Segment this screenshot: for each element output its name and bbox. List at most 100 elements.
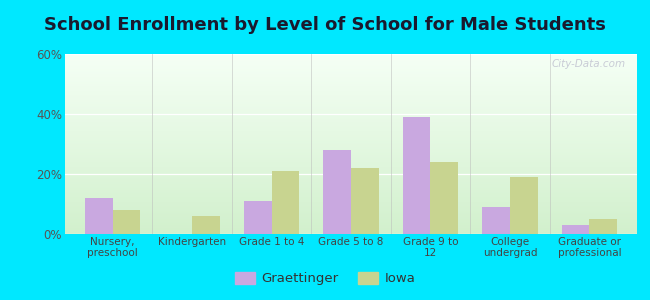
Bar <box>65 147 637 148</box>
Bar <box>65 58 637 59</box>
Bar <box>65 209 637 210</box>
Bar <box>65 97 637 98</box>
Bar <box>590 219 617 234</box>
Bar <box>65 168 637 169</box>
Bar <box>65 190 637 191</box>
Bar <box>65 65 637 66</box>
Bar <box>65 178 637 179</box>
Bar <box>65 125 637 126</box>
Bar <box>65 89 637 90</box>
Bar <box>65 109 637 110</box>
Bar <box>65 87 637 88</box>
Bar <box>65 85 637 86</box>
Bar <box>65 158 637 159</box>
Bar <box>65 181 637 182</box>
Bar <box>65 69 637 70</box>
Bar <box>65 123 637 124</box>
Bar <box>65 84 637 85</box>
Bar <box>65 223 637 224</box>
Bar <box>65 176 637 177</box>
Text: City-Data.com: City-Data.com <box>551 59 625 69</box>
Bar <box>65 77 637 78</box>
Text: School Enrollment by Level of School for Male Students: School Enrollment by Level of School for… <box>44 16 606 34</box>
Bar <box>65 198 637 199</box>
Bar <box>65 55 637 56</box>
Bar <box>65 212 637 213</box>
Bar <box>65 76 637 77</box>
Bar <box>65 146 637 147</box>
Bar <box>510 177 538 234</box>
Bar <box>65 214 637 215</box>
Bar <box>65 124 637 125</box>
Bar <box>65 118 637 119</box>
Bar <box>65 221 637 222</box>
Bar <box>65 220 637 221</box>
Bar <box>65 131 637 132</box>
Bar <box>65 57 637 58</box>
Bar <box>65 173 637 174</box>
Bar <box>65 200 637 201</box>
Bar <box>65 205 637 206</box>
Bar <box>65 104 637 105</box>
Bar <box>65 72 637 73</box>
Bar <box>65 170 637 171</box>
Bar <box>65 78 637 79</box>
Bar <box>65 188 637 189</box>
Bar <box>65 95 637 96</box>
Bar <box>65 94 637 95</box>
Bar <box>430 162 458 234</box>
Bar <box>65 149 637 150</box>
Bar <box>65 175 637 176</box>
Bar <box>65 138 637 139</box>
Bar <box>65 196 637 197</box>
Bar <box>65 217 637 218</box>
Bar <box>482 207 510 234</box>
Bar <box>65 177 637 178</box>
Bar <box>65 68 637 69</box>
Bar <box>65 136 637 137</box>
Bar <box>65 226 637 227</box>
Legend: Graettinger, Iowa: Graettinger, Iowa <box>229 266 421 290</box>
Bar <box>65 126 637 127</box>
Bar <box>323 150 351 234</box>
Bar <box>112 210 140 234</box>
Bar <box>65 150 637 151</box>
Bar <box>562 225 590 234</box>
Bar <box>65 148 637 149</box>
Bar <box>65 228 637 229</box>
Bar <box>65 111 637 112</box>
Bar <box>65 172 637 173</box>
Bar <box>65 210 637 211</box>
Bar <box>272 171 300 234</box>
Bar <box>65 54 637 55</box>
Bar <box>65 98 637 99</box>
Bar <box>65 75 637 76</box>
Bar <box>65 56 637 57</box>
Bar <box>65 201 637 202</box>
Bar <box>65 63 637 64</box>
Bar <box>65 204 637 205</box>
Bar <box>65 110 637 111</box>
Bar <box>65 194 637 195</box>
Bar <box>65 193 637 194</box>
Bar <box>65 151 637 152</box>
Bar <box>65 90 637 91</box>
Bar <box>65 100 637 101</box>
Bar <box>65 81 637 82</box>
Bar <box>65 93 637 94</box>
Bar <box>65 186 637 187</box>
Bar <box>65 133 637 134</box>
Bar <box>65 64 637 65</box>
Bar <box>65 191 637 192</box>
Bar <box>65 107 637 108</box>
Bar <box>65 102 637 103</box>
Bar <box>65 59 637 60</box>
Bar <box>65 129 637 130</box>
Bar <box>65 116 637 117</box>
Bar <box>65 62 637 63</box>
Bar <box>65 184 637 185</box>
Bar <box>65 162 637 163</box>
Bar <box>65 141 637 142</box>
Bar <box>65 130 637 131</box>
Bar <box>65 213 637 214</box>
